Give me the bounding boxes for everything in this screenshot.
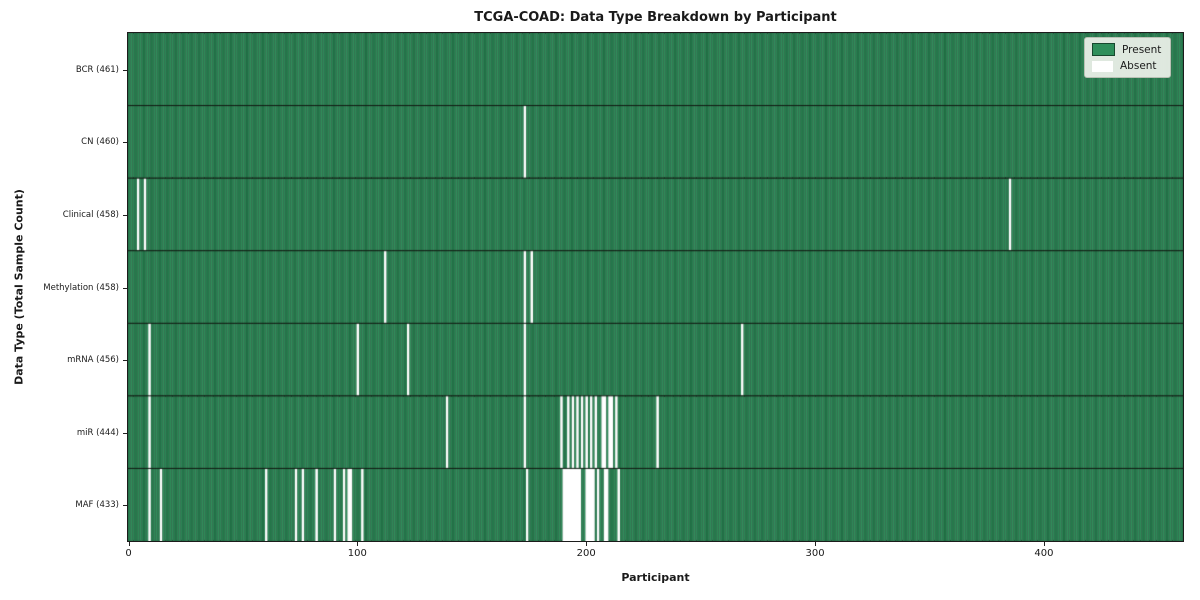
y-tick-label: mRNA (456) bbox=[67, 355, 119, 366]
y-tick-label: Methylation (458) bbox=[43, 282, 119, 293]
y-tick-label: MAF (433) bbox=[75, 500, 119, 511]
x-tick-mark bbox=[815, 542, 817, 546]
y-tick-mark bbox=[123, 69, 127, 71]
x-tick-label: 200 bbox=[576, 548, 596, 559]
y-tick-mark bbox=[123, 287, 127, 289]
present-swatch-icon bbox=[1092, 43, 1115, 56]
x-tick-label: 300 bbox=[805, 548, 825, 559]
y-tick-mark bbox=[123, 505, 127, 507]
legend-label-absent: Absent bbox=[1120, 60, 1157, 72]
y-tick-label: miR (444) bbox=[76, 427, 119, 438]
y-tick-mark bbox=[123, 432, 127, 434]
plot-area bbox=[127, 32, 1184, 542]
x-tick-mark bbox=[357, 542, 359, 546]
chart-title: TCGA-COAD: Data Type Breakdown by Partic… bbox=[474, 10, 837, 25]
x-tick-mark bbox=[1043, 542, 1045, 546]
heatmap-canvas bbox=[128, 33, 1183, 541]
x-tick-label: 400 bbox=[1034, 548, 1054, 559]
absent-swatch-icon bbox=[1092, 60, 1113, 72]
y-tick-mark bbox=[123, 142, 127, 144]
x-tick-mark bbox=[128, 542, 130, 546]
legend: Present Absent bbox=[1084, 37, 1172, 78]
y-tick-mark bbox=[123, 214, 127, 216]
y-tick-label: Clinical (458) bbox=[62, 209, 119, 220]
x-axis-label: Participant bbox=[621, 571, 690, 584]
y-tick-mark bbox=[123, 360, 127, 362]
x-tick-mark bbox=[586, 542, 588, 546]
x-tick-label: 100 bbox=[347, 548, 367, 559]
y-tick-label: BCR (461) bbox=[75, 64, 119, 75]
legend-label-present: Present bbox=[1122, 43, 1162, 56]
y-tick-label: CN (460) bbox=[81, 137, 119, 148]
legend-entry-absent: Absent bbox=[1092, 60, 1161, 72]
legend-entry-present: Present bbox=[1092, 43, 1161, 56]
x-tick-label: 0 bbox=[125, 548, 132, 559]
